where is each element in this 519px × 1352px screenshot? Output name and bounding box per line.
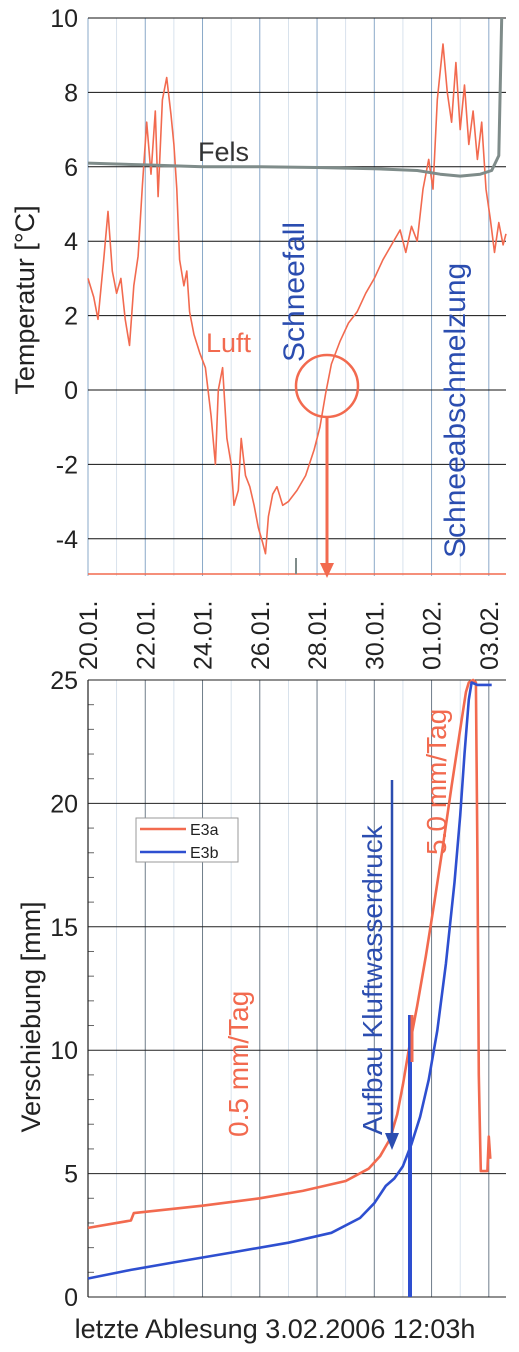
displacement-y-tick: 15: [50, 914, 78, 942]
temperature-y-tick: 8: [64, 79, 78, 107]
temperature-x-tick: 22.01.: [132, 600, 160, 670]
temperature-y-tick: 6: [64, 154, 78, 182]
legend-box: [136, 818, 238, 862]
temperature-chart: 10 8 6 4 2 0 -2 -4 20.01. 22.01. 24.01. 26.01. 28.0…: [10, 5, 506, 670]
displacement-y-tick: 0: [64, 1284, 78, 1312]
temperature-x-tick: 01.02.: [419, 600, 447, 670]
legend-label-e3b: E3b: [190, 845, 219, 862]
temperature-y-tick: -2: [56, 451, 78, 479]
displacement-y-tick: 10: [50, 1037, 78, 1065]
rate-low-label: 0.5 mm/Tag: [223, 991, 254, 1137]
displacement-x-axis-caption: letzte Ablesung 3.02.2006 12:03h: [75, 1314, 476, 1344]
temperature-x-tick: 28.01.: [304, 600, 332, 670]
temperature-y-tick: 10: [50, 5, 78, 33]
legend: E3a E3b: [136, 818, 238, 862]
displacement-y-tick: 25: [50, 667, 78, 695]
temperature-x-tick: 24.01.: [190, 600, 218, 670]
temperature-y-tick-labels: 10 8 6 4 2 0 -2 -4: [50, 5, 78, 554]
rate-high-label: 5.0 mm/Tag: [421, 709, 452, 855]
temperature-y-tick: 0: [64, 377, 78, 405]
temperature-y-tick: 2: [64, 303, 78, 331]
schneeabschmelzung-label: Schneeabschmelzung: [439, 263, 472, 558]
schneefall-label: Schneefall: [278, 222, 311, 362]
legend-label-e3a: E3a: [190, 822, 219, 839]
displacement-y-axis-title: Verschiebung [mm]: [16, 901, 46, 1132]
displacement-y-tick: 5: [64, 1161, 78, 1189]
temperature-x-tick: 26.01.: [247, 600, 275, 670]
temperature-y-axis-title: Temperatur [°C]: [10, 205, 40, 394]
displacement-y-tick: 20: [50, 790, 78, 818]
displacement-chart: 25 20 15 10 5 0 Aufbau Kluftwasserdruck 0.5 m…: [16, 667, 506, 1344]
temperature-y-tick: -4: [56, 526, 78, 554]
temperature-x-tick-labels: 20.01. 22.01. 24.01. 26.01. 28.01. 30.01. 01.0…: [75, 600, 504, 670]
temperature-x-tick: 20.01.: [75, 600, 103, 670]
aufbau-label: Aufbau Kluftwasserdruck: [357, 824, 388, 1135]
luft-label: Luft: [206, 328, 252, 358]
fels-label: Fels: [198, 137, 249, 167]
displacement-y-tick-labels: 25 20 15 10 5 0: [50, 667, 78, 1312]
temperature-x-tick: 30.01.: [361, 600, 389, 670]
temperature-y-tick: 4: [64, 228, 78, 256]
temperature-x-tick: 03.02.: [476, 600, 504, 670]
